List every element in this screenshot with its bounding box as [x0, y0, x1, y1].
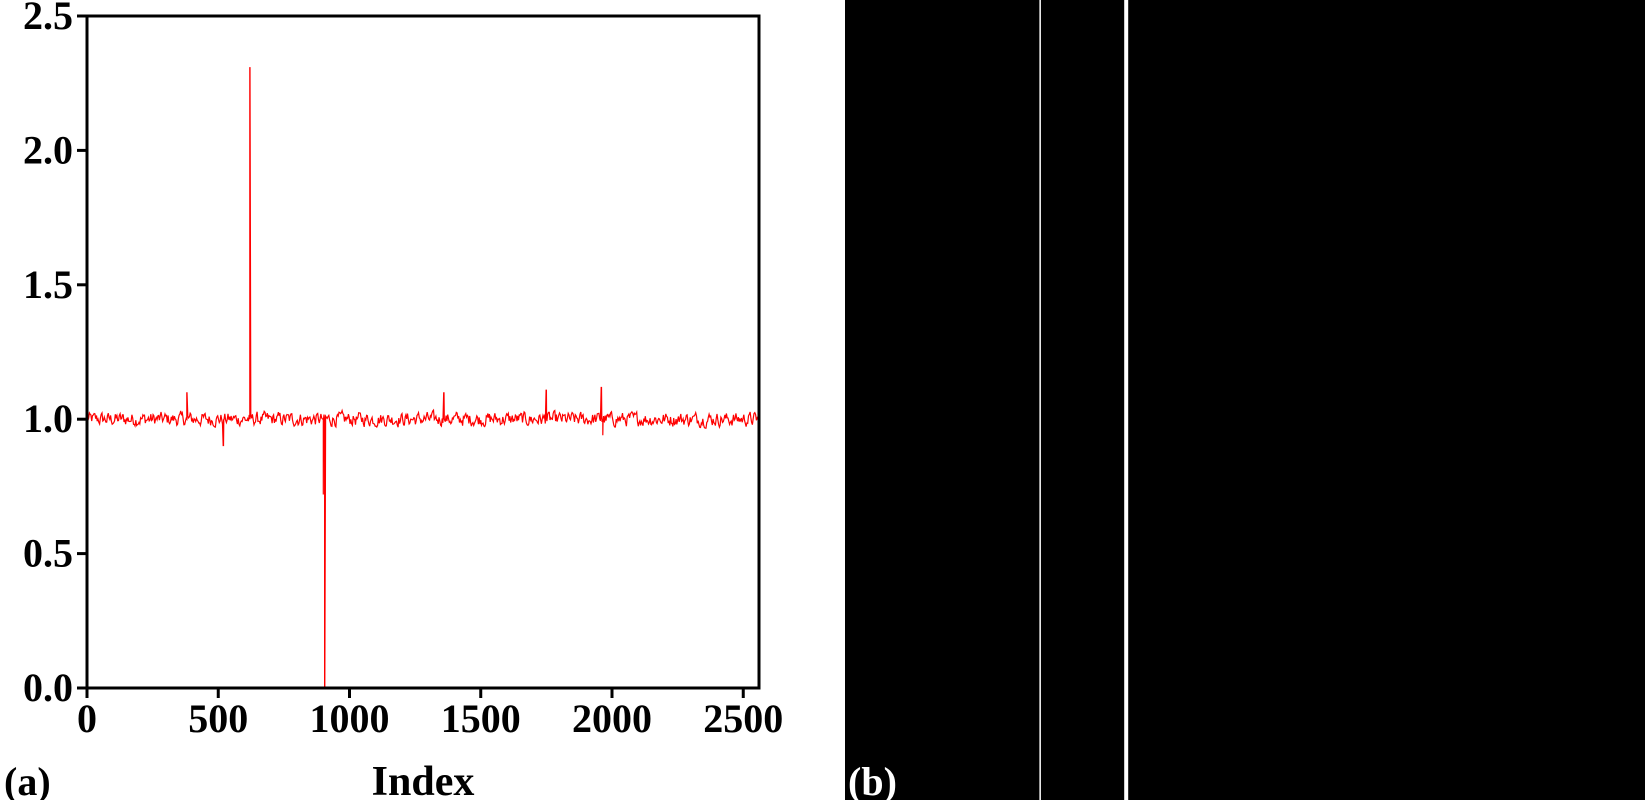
stripes	[1039, 0, 1129, 800]
x-tick-label: 500	[188, 696, 248, 741]
y-tick-label: 1.0	[23, 396, 73, 441]
plot-frame	[85, 14, 761, 690]
y-tick-label: 2.5	[23, 0, 73, 38]
x-tick-label: 2500	[703, 696, 783, 741]
x-tick-label: 1000	[310, 696, 390, 741]
series-line	[87, 67, 759, 688]
y-tick-label: 1.5	[23, 262, 73, 307]
panel-b-label: (b)	[848, 759, 897, 800]
image-panel: (b)	[845, 0, 1645, 800]
stripe	[1124, 0, 1129, 800]
y-axis-ticks: 0.0 0.5 1.0 1.5 2.0 2.5	[23, 0, 87, 710]
line-chart: 0.00.51.01.52.02.5 0 500 1000 1500 2000 2500 …	[4, 0, 783, 800]
x-tick-label: 1500	[441, 696, 521, 741]
x-axis-label: Index	[372, 759, 475, 800]
x-axis-ticks: 0 500 1000 1500 2000 2500	[77, 688, 783, 741]
y-tick-label: 2.0	[23, 127, 73, 172]
image-background	[845, 0, 1645, 800]
y-tick-label: 0.5	[23, 531, 73, 576]
x-tick-label: 2000	[572, 696, 652, 741]
panel-a-label: (a)	[4, 759, 51, 800]
x-tick-label: 0	[77, 696, 97, 741]
stripe	[1039, 0, 1041, 800]
y-tick-label: 0.0	[23, 665, 73, 710]
